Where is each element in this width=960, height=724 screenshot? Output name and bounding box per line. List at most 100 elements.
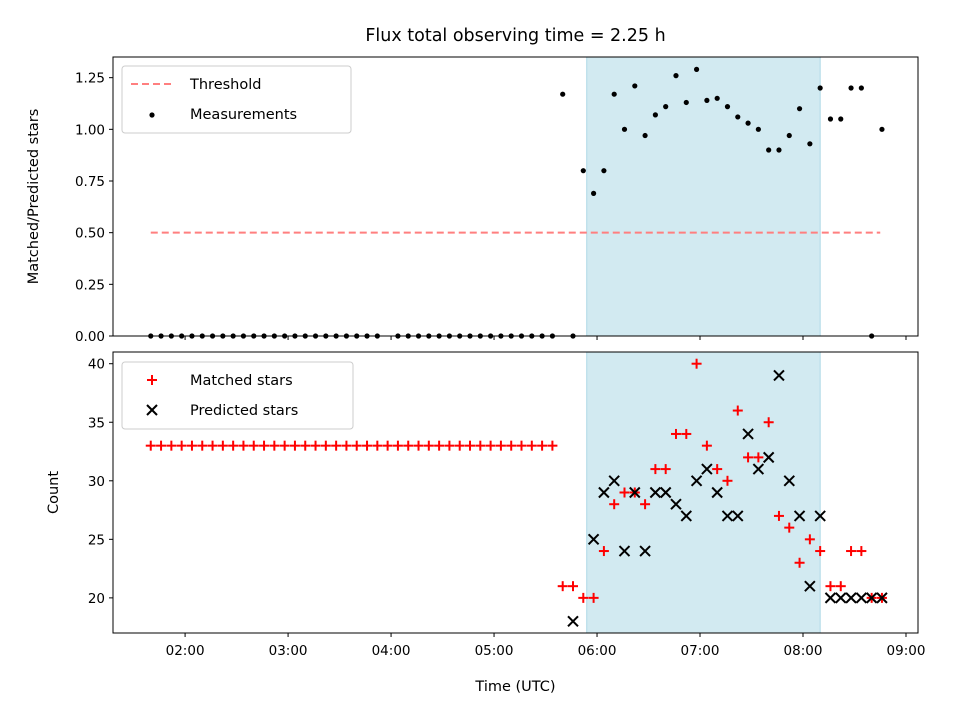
top-y-tick-label: 0.75 <box>75 174 105 190</box>
legend-matched-label: Matched stars <box>190 373 293 389</box>
matched-star-point <box>588 592 599 603</box>
matched-star-point <box>238 440 249 451</box>
matched-star-point <box>444 440 455 451</box>
matched-star-point <box>660 464 671 475</box>
matched-star-point <box>557 581 568 592</box>
matched-star-point <box>712 464 723 475</box>
measurement-point <box>714 95 720 101</box>
legend-cross-mark <box>146 404 158 416</box>
matched-star-point <box>763 417 774 428</box>
measurement-point <box>590 190 597 196</box>
measurement-point <box>724 104 731 110</box>
measurement-point <box>776 147 782 153</box>
x-tick-label: 06:00 <box>578 643 617 659</box>
top-y-tick-label: 0.50 <box>75 226 105 242</box>
x-tick-label: 02:00 <box>166 643 205 659</box>
predicted-star-point <box>567 615 579 627</box>
predicted-star-point <box>865 592 878 604</box>
matched-star-point <box>701 440 712 451</box>
matched-star-point <box>176 440 187 451</box>
x-axis-label: Time (UTC) <box>474 679 555 695</box>
matched-star-point <box>485 440 496 451</box>
matched-star-point <box>670 428 681 439</box>
top-y-axis-ticks: 0.00 0.25 0.50 0.75 1.00 1.25 <box>75 71 113 345</box>
measurement-point <box>838 116 844 122</box>
predicted-star-point <box>701 463 713 475</box>
matched-star-point <box>506 440 517 451</box>
measurement-point <box>879 126 885 132</box>
top-y-axis-label: Matched/Predicted stars <box>26 109 42 285</box>
predicted-star-point <box>773 369 785 382</box>
predicted-star-point <box>629 486 641 499</box>
matched-star-point <box>825 581 836 592</box>
measurement-point <box>663 104 669 110</box>
bottom-y-tick-label: 30 <box>88 474 105 490</box>
matched-star-point <box>248 440 259 451</box>
bottom-y-axis-label: Count <box>46 471 62 514</box>
matched-star-point <box>619 487 630 498</box>
top-legend-box <box>121 65 352 134</box>
predicted-star-point <box>587 533 600 546</box>
bottom-y-tick-label: 35 <box>88 415 105 431</box>
predicted-stars-points <box>567 369 888 627</box>
bottom-y-tick-label: 40 <box>88 357 105 373</box>
matched-star-point <box>156 440 167 451</box>
bottom-axes-frame <box>112 351 919 634</box>
x-tick-label: 05:00 <box>475 643 514 659</box>
bottom-panel: 20 25 30 35 40 02:00 03:00 04:00 05:00 06:00 07:0… <box>46 351 925 695</box>
matched-star-point <box>186 440 197 451</box>
matched-star-point <box>495 440 506 451</box>
matched-star-point <box>351 440 362 451</box>
matched-star-point <box>650 464 661 475</box>
matched-star-point <box>516 440 527 451</box>
measurement-point <box>848 85 854 91</box>
measurement-point <box>611 91 617 97</box>
matched-star-point <box>856 546 867 557</box>
x-tick-label: 07:00 <box>681 643 720 659</box>
measurement-point <box>817 85 823 91</box>
matched-star-point <box>434 440 445 451</box>
matched-star-point <box>846 546 857 557</box>
predicted-star-point <box>680 510 692 522</box>
predicted-star-point <box>814 510 826 522</box>
matched-star-point <box>804 534 815 545</box>
matched-star-point <box>722 475 733 486</box>
matched-star-point <box>454 440 465 451</box>
measurement-point <box>621 126 628 132</box>
legend-predicted-label: Predicted stars <box>190 403 298 419</box>
matched-star-point <box>289 440 300 451</box>
predicted-star-point <box>855 592 868 604</box>
matched-star-point <box>475 440 486 451</box>
top-observing-interval-band <box>586 56 821 337</box>
measurement-point <box>858 85 864 91</box>
predicted-star-point <box>639 545 651 557</box>
legend-measurements-label: Measurements <box>190 107 297 123</box>
matched-star-point <box>362 440 373 451</box>
predicted-star-point <box>670 498 682 510</box>
predicted-star-point <box>721 510 734 522</box>
top-axes-frame <box>112 56 919 337</box>
predicted-star-point <box>598 486 610 499</box>
predicted-star-point <box>659 486 672 499</box>
matched-star-point <box>300 440 311 451</box>
measurement-point <box>652 112 658 118</box>
top-y-tick-label: 0.25 <box>75 277 105 293</box>
top-panel: 0.00 0.25 0.50 0.75 1.00 1.25 Matched/Predict… <box>26 56 919 345</box>
matched-star-point <box>372 440 383 451</box>
predicted-star-point <box>732 510 744 522</box>
measurement-point <box>683 99 689 106</box>
matched-star-point <box>217 440 228 451</box>
predicted-star-point <box>783 475 795 487</box>
measurement-point <box>796 106 803 112</box>
measurement-point <box>735 114 741 120</box>
matched-star-point <box>197 440 208 451</box>
matched-star-point <box>578 592 589 603</box>
x-tick-label: 08:00 <box>784 643 823 659</box>
predicted-star-point <box>876 592 888 604</box>
legend-predicted-swatch <box>146 404 158 416</box>
predicted-star-point <box>793 510 806 522</box>
matched-star-point <box>640 499 651 510</box>
matched-star-point <box>568 581 578 592</box>
matched-star-point <box>403 440 414 451</box>
top-legend: Threshold Measurements <box>121 65 352 134</box>
